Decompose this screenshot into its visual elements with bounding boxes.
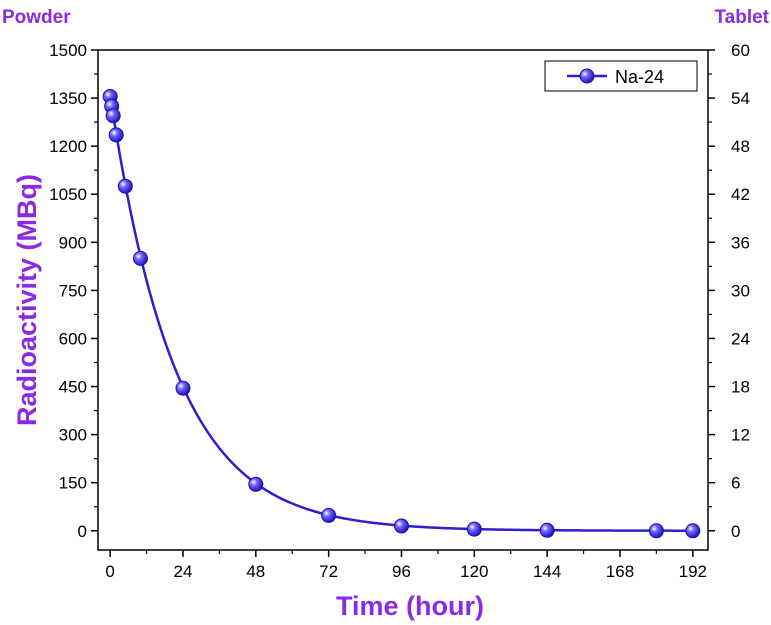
- legend: Na-24: [544, 60, 698, 92]
- legend-label: Na-24: [615, 67, 664, 87]
- y-tick-label: 450: [59, 378, 87, 397]
- y-axis-ticks: 0 150 300 450 600 750 900 1050 1200 1350 1500: [49, 41, 98, 541]
- x-tick-label: 48: [246, 562, 265, 581]
- data-point: [248, 476, 264, 492]
- x-axis-ticks: 0 24 48 72 96 120 144 168 192: [105, 550, 707, 581]
- legend-marker-swatch: [579, 68, 595, 84]
- data-point: [108, 127, 124, 143]
- data-point: [132, 250, 148, 266]
- y-axis-title: Radioactivity (MBq): [12, 174, 42, 426]
- data-points: [102, 88, 701, 539]
- y2-tick-label: 42: [731, 185, 750, 204]
- data-point: [117, 178, 133, 194]
- data-point: [648, 523, 664, 539]
- x-tick-label: 72: [319, 562, 338, 581]
- y2-tick-label: 0: [731, 522, 740, 541]
- x-tick-label: 0: [105, 562, 114, 581]
- data-point: [539, 522, 555, 538]
- y-tick-label: 1200: [49, 137, 87, 156]
- left-corner-label: Powder: [2, 7, 71, 28]
- x-tick-label: 192: [679, 562, 707, 581]
- x-tick-label: 96: [392, 562, 411, 581]
- fit-curve: [108, 94, 693, 532]
- data-point: [105, 108, 121, 124]
- y2-tick-label: 60: [731, 41, 750, 60]
- x-tick-label: 24: [174, 562, 193, 581]
- data-point: [685, 523, 701, 539]
- x-tick-label: 144: [533, 562, 561, 581]
- y-tick-label: 150: [59, 474, 87, 493]
- data-point: [466, 521, 482, 537]
- y-tick-label: 0: [78, 522, 87, 541]
- plot-frame: [97, 49, 709, 551]
- data-point: [175, 380, 191, 396]
- y-tick-label: 1350: [49, 89, 87, 108]
- x-axis-title: Time (hour): [336, 591, 484, 621]
- y2-tick-label: 18: [731, 378, 750, 397]
- y2-tick-label: 6: [731, 474, 740, 493]
- y2-tick-label: 36: [731, 233, 750, 252]
- y-tick-label: 1050: [49, 185, 87, 204]
- x-tick-label: 120: [460, 562, 488, 581]
- y-tick-label: 750: [59, 281, 87, 300]
- y2-tick-label: 24: [731, 329, 750, 348]
- x-tick-label: 168: [606, 562, 634, 581]
- y2-tick-label: 54: [731, 89, 750, 108]
- y2-axis-ticks: 0 6 12 18 24 30 36 42 48 54 60: [708, 41, 750, 541]
- y2-tick-label: 30: [731, 281, 750, 300]
- y-tick-label: 600: [59, 329, 87, 348]
- y-tick-label: 300: [59, 426, 87, 445]
- data-point: [321, 507, 337, 523]
- right-corner-label: Tablet: [714, 7, 769, 28]
- data-point: [393, 518, 409, 534]
- y2-tick-label: 48: [731, 137, 750, 156]
- y-tick-label: 1500: [49, 41, 87, 60]
- y-tick-label: 900: [59, 233, 87, 252]
- y2-tick-label: 12: [731, 426, 750, 445]
